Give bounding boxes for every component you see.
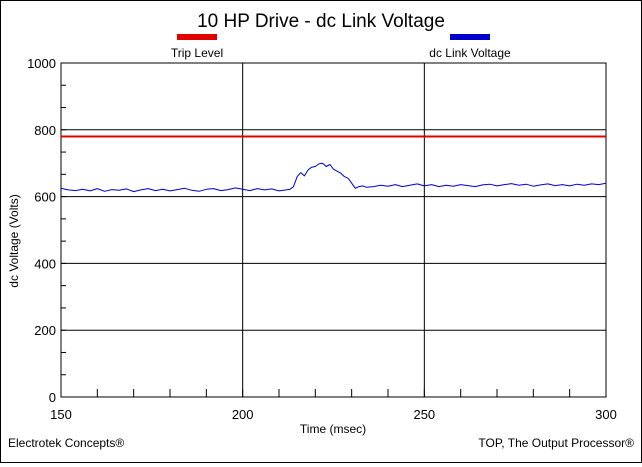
series-dc-link-voltage <box>60 162 607 193</box>
plot-area <box>60 62 607 398</box>
y-tick-label: 0 <box>49 390 56 405</box>
minor-ticks <box>61 84 571 397</box>
y-axis-label: dc Voltage (Volts) <box>7 194 21 287</box>
legend-label: Trip Level <box>171 46 223 60</box>
y-tick-label: 400 <box>34 256 56 271</box>
chart-title: 10 HP Drive - dc Link Voltage <box>197 11 445 32</box>
x-axis-label: Time (msec) <box>300 422 366 436</box>
y-tick-labels: 0 200 400 600 800 1000 <box>27 56 56 405</box>
legend: Trip Level dc Link Voltage <box>171 34 511 60</box>
grid <box>61 63 606 397</box>
x-tick-label: 250 <box>413 407 435 422</box>
legend-swatch <box>177 34 217 40</box>
footer-right: TOP, The Output Processor® <box>478 436 634 450</box>
x-tick-label: 200 <box>232 407 254 422</box>
legend-label: dc Link Voltage <box>429 46 511 60</box>
x-tick-label: 150 <box>50 407 72 422</box>
y-tick-label: 200 <box>34 323 56 338</box>
x-tick-labels: 150 200 250 300 <box>50 407 617 422</box>
y-tick-label: 1000 <box>27 56 56 71</box>
y-tick-label: 600 <box>34 190 56 205</box>
legend-swatch <box>450 34 490 40</box>
footer-left: Electrotek Concepts® <box>8 436 124 450</box>
x-tick-label: 300 <box>595 407 617 422</box>
series-layer <box>60 135 607 193</box>
y-tick-label: 800 <box>34 123 56 138</box>
